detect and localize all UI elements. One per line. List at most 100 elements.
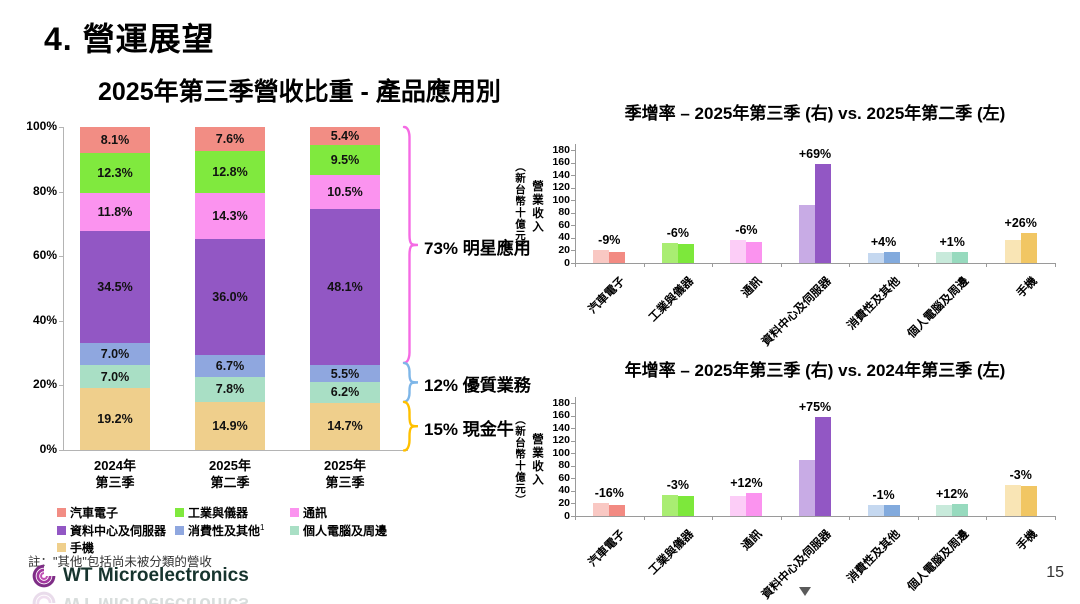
segment-value-label: 7.0% [100,347,130,362]
qoq-y-tick-mark [571,225,575,227]
qoq-y-axis-unit: （新台幣十億元） [514,160,526,253]
yoy-x-tick-mark [917,516,919,520]
y-tick-mark [59,385,63,387]
qoq-bar-left [593,250,610,263]
qoq-growth-label: +69% [798,147,832,162]
qoq-y-tick-mark [571,200,575,202]
segment-value-label: 12.8% [212,164,248,179]
stacked-segment: 14.9% [195,401,265,450]
qoq-x-tick-mark [849,263,851,267]
qoq-y-tick-label: 120 [552,181,570,194]
qoq-y-tick-label: 0 [564,256,570,269]
brace-annotation: 15% 現金牛 [424,419,514,439]
stacked-segment: 19.2% [80,387,150,450]
legend-label: 工業與儀器 [188,506,249,520]
yoy-bar-right [1020,486,1037,516]
qoq-growth-label: -6% [666,225,689,240]
legend-item: 資料中心及伺服器 [57,522,166,539]
yoy-x-tick-mark [643,516,645,520]
yoy-category-label: 手機 [1014,528,1040,553]
qoq-growth-label: +4% [870,235,897,250]
yoy-y-axis-unit: （新台幣十億元） [514,413,526,506]
yoy-growth-label: -3% [666,478,689,493]
yoy-y-tick-label: 0 [564,509,570,522]
yoy-growth-label: +12% [730,476,763,491]
legend-item: 通訊 [290,504,327,521]
yoy-bar-right [815,417,831,516]
qoq-title: 季增率 – 2025年第三季 (右) vs. 2025年第二季 (左) [624,104,1006,123]
yoy-y-tick-label: 40 [558,484,570,497]
segment-value-label: 5.4% [330,129,360,144]
segment-value-label: 10.5% [327,185,363,200]
legend-swatch [57,508,66,517]
yoy-y-tick-mark [571,516,575,517]
yoy-y-tick-mark [571,403,575,404]
yoy-bar-left [593,502,610,516]
qoq-bar-left [730,240,747,263]
stacked-segment: 12.3% [80,153,150,194]
segment-value-label: 6.7% [215,358,245,373]
category-label-line: 第二季 [210,475,250,490]
page-title: 4. 營運展望 [44,21,215,57]
yoy-x-tick-mark [780,516,782,520]
yoy-growth-label: -16% [594,485,624,500]
legend-swatch [290,525,299,535]
segment-value-label: 14.7% [327,419,363,434]
stacked-bar-chart: 100% 80% 60% 40% 20% 0% 19.2% 7.0% 7.0% 34.5% 11.8… [25,119,435,510]
legend-footnote-marker: 1 [260,522,265,532]
qoq-bar-right [952,251,969,263]
category-label-line: 2025年 [324,458,366,473]
qoq-bar-left [661,242,678,263]
legend-label: 資料中心及伺服器 [70,523,167,538]
legend-label: 個人電腦及周邊 [303,523,388,538]
qoq-category-label: 通訊 [740,275,766,300]
y-tick-label: 80% [32,183,57,198]
stacked-segment: 12.8% [195,151,265,193]
qoq-bar-right [1020,233,1037,263]
yoy-y-tick-mark [571,453,575,455]
stacked-segment: 6.2% [310,382,380,403]
yoy-bar-left [730,495,747,516]
segment-value-label: 9.5% [330,153,360,168]
stacked-segment: 7.8% [195,376,265,402]
yoy-y-tick-label: 60 [558,471,570,484]
stacked-segment: 11.8% [80,193,150,232]
y-tick-label: 60% [32,248,57,263]
qoq-x-tick-mark [917,263,919,267]
yoy-category-label: 消費性及其他 [844,528,903,586]
qoq-y-tick-mark [571,237,575,239]
yoy-y-tick-label: 120 [552,434,570,447]
legend-swatch [175,508,184,517]
yoy-bar-right [883,505,900,516]
segment-value-label: 14.9% [212,418,248,433]
qoq-x-tick-mark [575,263,576,267]
qoq-y-tick-mark [571,187,575,189]
y-tick-mark [59,127,63,128]
yoy-x-tick-mark [1055,516,1056,520]
logo-text: WT Microelectronics [63,565,249,586]
qoq-category-label: 汽車電子 [586,275,628,317]
footnote: 註："其他"包括尚未被分類的營收 [28,555,212,569]
stacked-segment: 36.0% [195,238,265,356]
qoq-y-tick-mark [571,250,575,252]
yoy-bar-right [952,504,969,516]
qoq-y-tick-label: 20 [558,243,570,256]
qoq-category-label: 手機 [1014,275,1040,300]
yoy-x-tick-mark [575,516,576,520]
qoq-y-tick-label: 160 [552,156,570,169]
x-axis [63,450,408,451]
qoq-y-tick-label: 100 [552,193,570,206]
yoy-y-tick-mark [571,503,575,505]
qoq-category-label: 資料中心及伺服器 [760,275,834,349]
yoy-category-label: 資料中心及伺服器 [760,528,834,602]
stacked-segment: 7.0% [80,342,150,366]
yoy-y-tick-label: 160 [552,409,570,422]
yoy-growth-label: +12% [935,487,969,502]
y-tick-mark [59,256,63,258]
legend-swatch [290,508,299,517]
qoq-y-tick-label: 140 [552,168,570,181]
yoy-bar-left [661,495,678,516]
yoy-y-tick-label: 140 [552,421,570,434]
yoy-y-axis [575,397,576,516]
